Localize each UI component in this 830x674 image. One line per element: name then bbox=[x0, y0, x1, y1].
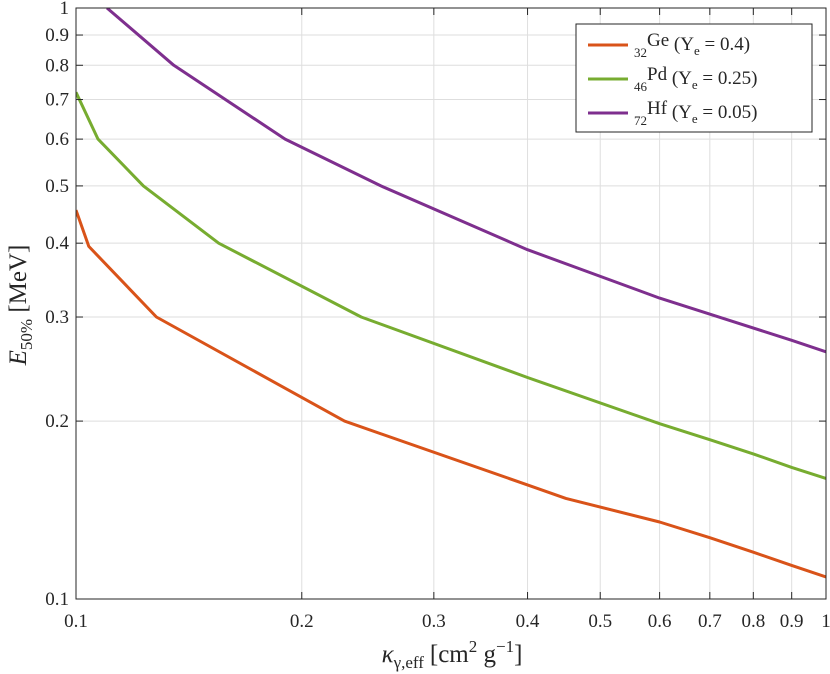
legend-pd-mass: 46 bbox=[634, 79, 648, 94]
x-tick-label: 0.3 bbox=[422, 611, 446, 632]
legend-ge-mass: 32 bbox=[634, 45, 647, 60]
y-tick-label: 1 bbox=[60, 0, 70, 19]
ticks-group bbox=[75, 7, 827, 600]
y-tick-label: 0.1 bbox=[45, 589, 69, 610]
y-tick-label: 0.6 bbox=[45, 129, 69, 150]
x-tick-label: 1 bbox=[821, 611, 830, 632]
y-axis-subscript: 50% bbox=[17, 319, 36, 350]
legend-pd-ye-sub: e bbox=[692, 77, 698, 92]
legend-pd-open: (Y bbox=[667, 68, 692, 89]
legend-hf-element: Hf bbox=[647, 98, 668, 119]
x-axis-label: κγ,eff [cm2 g−1] bbox=[382, 637, 523, 672]
y-tick-label: 0.9 bbox=[45, 25, 69, 46]
legend-item: 46Pd (Ye = 0.25) bbox=[588, 64, 757, 94]
x-tick-label: 0.4 bbox=[516, 611, 540, 632]
y-tick-label: 0.5 bbox=[45, 176, 69, 197]
legend: 32Ge (Ye = 0.4) 46Pd (Ye = 0.25) 72Hf (Y… bbox=[575, 23, 813, 133]
x-tick-label: 0.8 bbox=[741, 611, 765, 632]
x-tick-label: 0.6 bbox=[648, 611, 672, 632]
y-axis-symbol: E bbox=[5, 350, 32, 366]
x-axis-unit-exp2: −1 bbox=[496, 637, 514, 656]
legend-label-ge: 32Ge (Ye = 0.4) bbox=[634, 30, 750, 60]
series-group bbox=[76, 8, 826, 579]
legend-hf-ye-sub: e bbox=[692, 111, 698, 126]
y-tick-label: 0.7 bbox=[45, 90, 69, 111]
legend-label-pd: 46Pd (Ye = 0.25) bbox=[634, 64, 757, 94]
tick-labels-group: 0.1 0.2 0.3 0.4 0.5 0.6 0.7 0.8 0.9 1 0.1 0.2 0.3 0.4… bbox=[45, 0, 830, 632]
x-tick-label: 0.2 bbox=[290, 611, 314, 632]
y-tick-label: 0.8 bbox=[45, 55, 69, 76]
legend-item: 72Hf (Ye = 0.05) bbox=[588, 98, 757, 128]
plot-frame bbox=[75, 7, 827, 600]
x-tick-label: 0.5 bbox=[588, 611, 612, 632]
legend-label-hf: 72Hf (Ye = 0.05) bbox=[634, 98, 757, 128]
legend-hf-mass: 72 bbox=[634, 113, 647, 128]
legend-pd-rest: = 0.25) bbox=[698, 68, 758, 89]
x-axis-unit-close: ] bbox=[514, 641, 522, 668]
y-tick-label: 0.4 bbox=[45, 233, 69, 254]
legend-pd-element: Pd bbox=[647, 64, 668, 85]
x-axis-subscript: γ,eff bbox=[393, 653, 425, 672]
y-axis-label: E50% [MeV] bbox=[5, 245, 36, 367]
x-axis-unit-mid: g bbox=[477, 641, 496, 668]
y-tick-label: 0.3 bbox=[45, 307, 69, 328]
series-line-pd bbox=[76, 91, 826, 480]
x-axis-unit-exp1: 2 bbox=[469, 637, 478, 656]
y-axis-unit: [MeV] bbox=[5, 245, 32, 319]
x-tick-label: 0.1 bbox=[64, 611, 88, 632]
legend-item: 32Ge (Ye = 0.4) bbox=[588, 30, 750, 60]
x-axis-unit-open: [cm bbox=[430, 641, 469, 668]
legend-hf-rest: = 0.05) bbox=[698, 102, 758, 123]
x-tick-label: 0.7 bbox=[698, 611, 722, 632]
y-tick-label: 0.2 bbox=[45, 411, 69, 432]
legend-ge-rest: = 0.4) bbox=[700, 34, 750, 55]
series-line-ge bbox=[76, 209, 826, 579]
legend-ge-ye-sub: e bbox=[694, 43, 700, 58]
legend-ge-element: Ge bbox=[647, 30, 669, 51]
series-line-hf bbox=[106, 8, 826, 354]
x-axis-symbol: κ bbox=[382, 641, 395, 668]
legend-ge-open: (Y bbox=[669, 34, 694, 55]
x-tick-label: 0.9 bbox=[780, 611, 804, 632]
legend-hf-open: (Y bbox=[667, 102, 692, 123]
